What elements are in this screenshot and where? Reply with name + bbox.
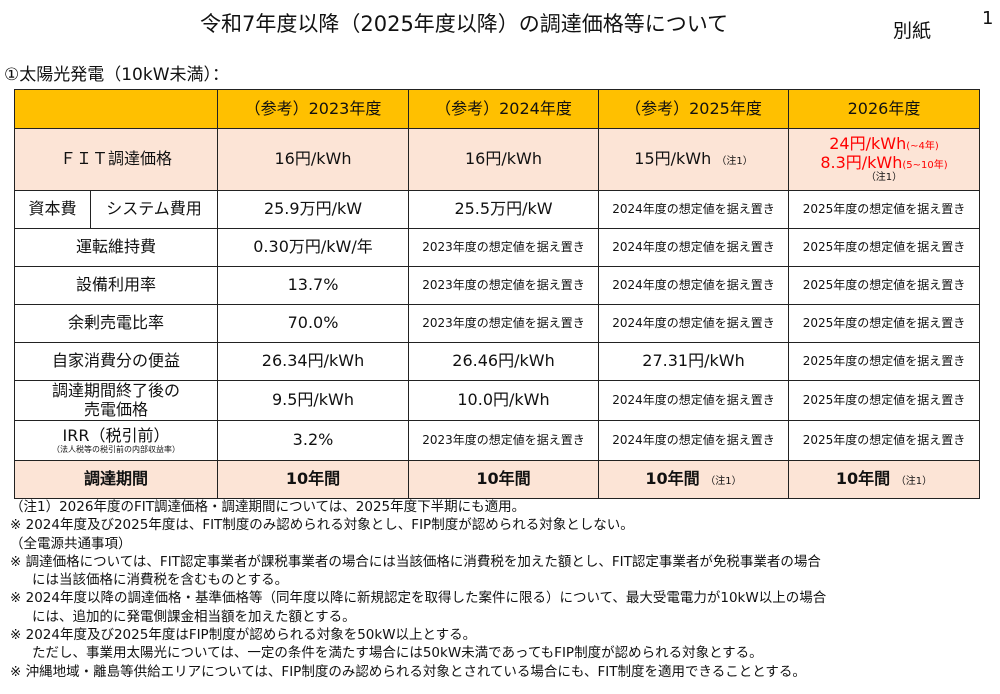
cell: 2025年度の想定値を据え置き [788, 190, 980, 229]
header-2026: 2026年度 [788, 89, 980, 129]
row-label: 運転維持費 [14, 228, 218, 267]
note: ※ 2024年度及び2025年度は、FIT制度のみ認められる対象とし、FIP制度… [10, 517, 634, 534]
header-row: （参考）2023年度 （参考）2024年度 （参考）2025年度 2026年度 [14, 89, 980, 129]
cell: 16円/kWh [217, 128, 409, 191]
price-first: 24円/kWh [829, 134, 907, 154]
note: ただし、事業用太陽光については、一定の条件を満たす場合には50kW未満であっても… [32, 645, 763, 662]
note: には、追加的に発電側課金相当額を加えた額とする。 [32, 608, 356, 625]
cell: 2025年度の想定値を据え置き [788, 266, 980, 305]
cell: 16円/kWh [408, 128, 599, 191]
note: ※ 2024年度及び2025年度はFIP制度が認められる対象を50kW以上とする… [10, 627, 477, 644]
cell: 2024年度の想定値を据え置き [598, 266, 789, 305]
cell: 2024年度の想定値を据え置き [598, 380, 789, 421]
page-title: 令和7年度以降（2025年度以降）の調達価格等について [200, 12, 729, 36]
table-row-post-period: 調達期間終了後の 売電価格 9.5円/kWh 10.0円/kWh 2024年度の想… [14, 380, 980, 421]
row-label: 自家消費分の便益 [14, 342, 218, 381]
cell: 0.30万円/kW/年 [217, 228, 409, 267]
note: ※ 2024年度以降の調達価格・基準価格等（同年度以降に新規認定を取得した案件に… [10, 590, 827, 607]
note-ref: （注1） [716, 156, 753, 168]
cell: 24円/kWh(~4年) 8.3円/kWh(5~10年) （注1） [788, 128, 980, 191]
section-heading: ①太陽光発電（10kW未満）： [4, 65, 230, 85]
cell: 2023年度の想定値を据え置き [408, 266, 599, 305]
note-ref: （注1） [705, 476, 742, 488]
cell: 9.5円/kWh [217, 380, 409, 421]
cell: 3.2% [217, 420, 409, 461]
price-first-term: (~4年) [906, 141, 939, 153]
cell: 2023年度の想定値を据え置き [408, 228, 599, 267]
table-row-capex: 資本費 システム費用 25.9万円/kW 25.5万円/kW 2024年度の想定… [14, 190, 980, 229]
attachment-label: 別紙 [893, 20, 932, 42]
tariff-table: （参考）2023年度 （参考）2024年度 （参考）2025年度 2026年度 … [14, 89, 980, 499]
value: 10年間 [835, 469, 891, 489]
cell: 10年間 （注1） [788, 460, 980, 499]
label-line: IRR（税引前） [62, 425, 170, 445]
cell: 25.9万円/kW [217, 190, 409, 229]
header-empty [14, 89, 218, 129]
note-ref: （注1） [895, 476, 933, 488]
note-ref: （注1） [865, 172, 903, 184]
table-row-surplus: 余剰売電比率 70.0% 2023年度の想定値を据え置き 2024年度の想定値を… [14, 304, 980, 343]
price-second-term: (5~10年) [902, 159, 948, 171]
cell: 13.7% [217, 266, 409, 305]
cell: 2025年度の想定値を据え置き [788, 228, 980, 267]
table-row-irr: IRR（税引前） （法人税等の税引前の内部収益率） 3.2% 2023年度の想定値… [14, 420, 980, 461]
row-label: IRR（税引前） （法人税等の税引前の内部収益率） [14, 420, 218, 461]
cell: 2025年度の想定値を据え置き [788, 304, 980, 343]
row-label: 調達期間終了後の 売電価格 [14, 380, 218, 421]
label-sub: （法人税等の税引前の内部収益率） [52, 445, 180, 455]
price-second: 8.3円/kWh [820, 152, 903, 172]
header-2023: （参考）2023年度 [217, 89, 409, 129]
table-row-opex: 運転維持費 0.30万円/kW/年 2023年度の想定値を据え置き 2024年度… [14, 228, 980, 267]
table-row-selfuse: 自家消費分の便益 26.34円/kWh 26.46円/kWh 27.31円/kW… [14, 342, 980, 381]
cell: 70.0% [217, 304, 409, 343]
value: 15円/kWh [634, 149, 712, 169]
cell: 26.34円/kWh [217, 342, 409, 381]
cell: 26.46円/kWh [408, 342, 599, 381]
cell: 15円/kWh （注1） [598, 128, 789, 191]
table-row-fit: ＦＩＴ調達価格 16円/kWh 16円/kWh 15円/kWh （注1） 24円… [14, 128, 980, 191]
cell: 2023年度の想定値を据え置き [408, 420, 599, 461]
page-number: 1 [982, 8, 994, 29]
cell: 2025年度の想定値を据え置き [788, 342, 980, 381]
cell: 2025年度の想定値を据え置き [788, 380, 980, 421]
row-label: ＦＩＴ調達価格 [14, 128, 218, 191]
row-label: 調達期間 [14, 460, 218, 499]
row-label: 余剰売電比率 [14, 304, 218, 343]
cell: 10年間 [217, 460, 409, 499]
note: （全電源共通事項） [10, 535, 132, 552]
row-group-label: 資本費 [14, 190, 91, 229]
cell: 27.31円/kWh [598, 342, 789, 381]
cell: 10.0円/kWh [408, 380, 599, 421]
cell: 2024年度の想定値を据え置き [598, 190, 789, 229]
notes: （注1）2026年度のFIT調達価格・調達期間については、2025年度下半期にも… [10, 498, 826, 681]
cell: 10年間 （注1） [598, 460, 789, 499]
table-row-utilization: 設備利用率 13.7% 2023年度の想定値を据え置き 2024年度の想定値を据… [14, 266, 980, 305]
cell: 2024年度の想定値を据え置き [598, 304, 789, 343]
header-2025: （参考）2025年度 [598, 89, 789, 129]
cell: 25.5万円/kW [408, 190, 599, 229]
note: ※ 調達価格については、FIT認定事業者が課税事業者の場合には当該価格に消費税を… [10, 553, 821, 570]
label-line: 売電価格 [83, 399, 148, 419]
note: には当該価格に消費税を含むものとする。 [32, 572, 289, 589]
table-row-period: 調達期間 10年間 10年間 10年間 （注1） 10年間 （注1） [14, 460, 980, 499]
cell: 2025年度の想定値を据え置き [788, 420, 980, 461]
note: （注1）2026年度のFIT調達価格・調達期間については、2025年度下半期にも… [10, 499, 526, 515]
cell: 2024年度の想定値を据え置き [598, 420, 789, 461]
label-line: 調達期間終了後の [51, 381, 180, 401]
cell: 2024年度の想定値を据え置き [598, 228, 789, 267]
note: ※ 沖縄地域・離島等供給エリアについては、FIP制度のみ認められる対象とされてい… [10, 663, 806, 680]
value: 10年間 [645, 469, 700, 489]
cell: 10年間 [408, 460, 599, 499]
cell: 2023年度の想定値を据え置き [408, 304, 599, 343]
header-2024: （参考）2024年度 [408, 89, 599, 129]
row-label: 設備利用率 [14, 266, 218, 305]
row-label: システム費用 [90, 190, 218, 229]
